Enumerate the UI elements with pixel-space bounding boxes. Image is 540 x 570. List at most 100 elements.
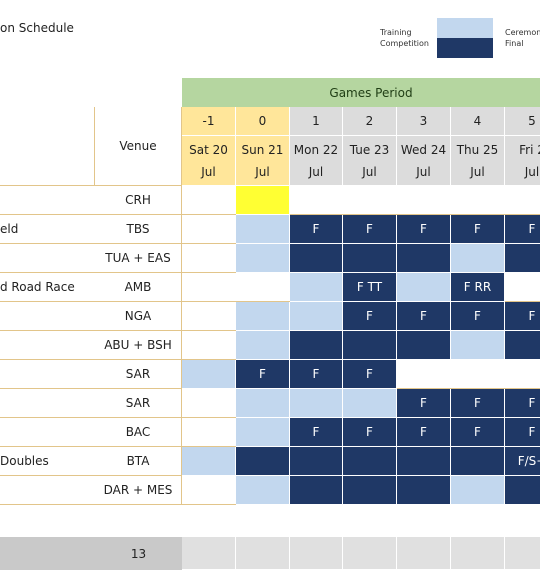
schedule-cell[interactable]: F bbox=[343, 418, 397, 447]
games-period-header: Games Period bbox=[182, 78, 540, 107]
schedule-cell[interactable]: F bbox=[451, 389, 505, 418]
schedule-cell[interactable] bbox=[451, 331, 505, 360]
schedule-cell[interactable]: F bbox=[451, 215, 505, 244]
schedule-cell[interactable]: F/S+ bbox=[505, 447, 540, 476]
schedule-cell[interactable]: F bbox=[290, 360, 343, 389]
schedule-cell[interactable] bbox=[182, 273, 236, 302]
schedule-cell[interactable] bbox=[236, 273, 290, 302]
schedule-cell[interactable] bbox=[182, 418, 236, 447]
schedule-cell[interactable] bbox=[236, 186, 290, 215]
schedule-cell[interactable]: F TT bbox=[343, 273, 397, 302]
schedule-cell[interactable] bbox=[182, 360, 236, 389]
schedule-cell[interactable] bbox=[451, 447, 505, 476]
schedule-cell[interactable] bbox=[397, 447, 451, 476]
schedule-cell[interactable] bbox=[182, 244, 236, 273]
schedule-cell[interactable] bbox=[290, 389, 343, 418]
schedule-cell[interactable]: F bbox=[343, 215, 397, 244]
schedule-cell[interactable] bbox=[343, 186, 397, 215]
venue-code: ABU + BSH bbox=[95, 331, 182, 360]
month-label: Jul bbox=[201, 164, 216, 179]
schedule-cell[interactable] bbox=[290, 476, 343, 505]
schedule-cell[interactable] bbox=[236, 447, 290, 476]
schedule-cell[interactable] bbox=[290, 273, 343, 302]
month-label: Jul bbox=[362, 164, 377, 179]
schedule-cell[interactable] bbox=[505, 331, 540, 360]
legend-training-swatch bbox=[437, 18, 493, 38]
schedule-cell[interactable] bbox=[182, 186, 236, 215]
footer-day-cell bbox=[397, 537, 451, 570]
schedule-cell[interactable] bbox=[505, 244, 540, 273]
venue-code: NGA bbox=[95, 302, 182, 331]
schedule-cell[interactable] bbox=[343, 476, 397, 505]
schedule-cell[interactable]: F bbox=[343, 360, 397, 389]
schedule-cell[interactable] bbox=[505, 186, 540, 215]
schedule-cell[interactable] bbox=[182, 476, 236, 505]
sport-header-cell bbox=[0, 107, 95, 186]
schedule-cell[interactable] bbox=[182, 302, 236, 331]
schedule-cell[interactable]: F bbox=[290, 215, 343, 244]
schedule-cell[interactable]: F bbox=[505, 215, 540, 244]
schedule-cell[interactable]: F bbox=[397, 302, 451, 331]
venue-code: BAC bbox=[95, 418, 182, 447]
schedule-cell[interactable] bbox=[505, 476, 540, 505]
schedule-cell[interactable]: F bbox=[236, 360, 290, 389]
schedule-cell[interactable]: F bbox=[505, 302, 540, 331]
schedule-cell[interactable] bbox=[397, 476, 451, 505]
schedule-cell[interactable]: F bbox=[343, 302, 397, 331]
schedule-cell[interactable] bbox=[343, 244, 397, 273]
schedule-cell[interactable]: F bbox=[505, 389, 540, 418]
schedule-cell[interactable] bbox=[343, 389, 397, 418]
schedule-cell[interactable] bbox=[290, 302, 343, 331]
blank-row bbox=[0, 505, 540, 535]
footer-day-cell bbox=[182, 537, 236, 570]
schedule-cell[interactable] bbox=[505, 273, 540, 302]
schedule-cell[interactable] bbox=[236, 331, 290, 360]
footer-day-cell bbox=[343, 537, 397, 570]
schedule-cell[interactable]: F bbox=[397, 418, 451, 447]
day-label: Sun 21 bbox=[241, 142, 284, 157]
day-number-header: -1 bbox=[182, 107, 236, 136]
schedule-cell[interactable] bbox=[451, 476, 505, 505]
schedule-cell[interactable] bbox=[451, 186, 505, 215]
schedule-cell[interactable] bbox=[182, 447, 236, 476]
schedule-cell[interactable] bbox=[343, 447, 397, 476]
schedule-cell[interactable] bbox=[397, 244, 451, 273]
footer-day-cell bbox=[290, 537, 343, 570]
schedule-cell[interactable] bbox=[182, 331, 236, 360]
schedule-cell[interactable] bbox=[182, 215, 236, 244]
schedule-cell[interactable] bbox=[236, 244, 290, 273]
schedule-cell[interactable]: F bbox=[451, 418, 505, 447]
footer-day-cell bbox=[451, 537, 505, 570]
venue-header: Venue bbox=[95, 107, 182, 186]
day-label: Fri 2 bbox=[519, 142, 540, 157]
schedule-cell[interactable]: F bbox=[505, 418, 540, 447]
schedule-cell[interactable] bbox=[343, 331, 397, 360]
venue-code: SAR bbox=[95, 389, 182, 418]
schedule-cell[interactable] bbox=[182, 389, 236, 418]
schedule-cell[interactable]: F bbox=[397, 215, 451, 244]
day-number-header: 2 bbox=[343, 107, 397, 136]
sport-name bbox=[0, 331, 95, 360]
schedule-cell[interactable] bbox=[290, 447, 343, 476]
schedule-cell[interactable] bbox=[397, 331, 451, 360]
schedule-cell[interactable] bbox=[505, 360, 540, 389]
schedule-cell[interactable] bbox=[290, 186, 343, 215]
schedule-cell[interactable]: F RR bbox=[451, 273, 505, 302]
legend-training-label: Training bbox=[380, 28, 412, 37]
schedule-cell[interactable] bbox=[451, 244, 505, 273]
schedule-cell[interactable]: F bbox=[451, 302, 505, 331]
day-date-header: Wed 24 Jul bbox=[397, 136, 451, 186]
schedule-cell[interactable] bbox=[236, 476, 290, 505]
schedule-cell[interactable] bbox=[236, 389, 290, 418]
schedule-cell[interactable] bbox=[397, 186, 451, 215]
schedule-cell[interactable] bbox=[290, 331, 343, 360]
schedule-cell[interactable] bbox=[397, 273, 451, 302]
schedule-cell[interactable] bbox=[236, 418, 290, 447]
schedule-cell[interactable]: F bbox=[290, 418, 343, 447]
schedule-cell[interactable] bbox=[236, 302, 290, 331]
schedule-cell[interactable] bbox=[290, 244, 343, 273]
schedule-cell[interactable]: F bbox=[397, 389, 451, 418]
schedule-cell[interactable] bbox=[236, 215, 290, 244]
schedule-cell[interactable] bbox=[397, 360, 451, 389]
schedule-cell[interactable] bbox=[451, 360, 505, 389]
